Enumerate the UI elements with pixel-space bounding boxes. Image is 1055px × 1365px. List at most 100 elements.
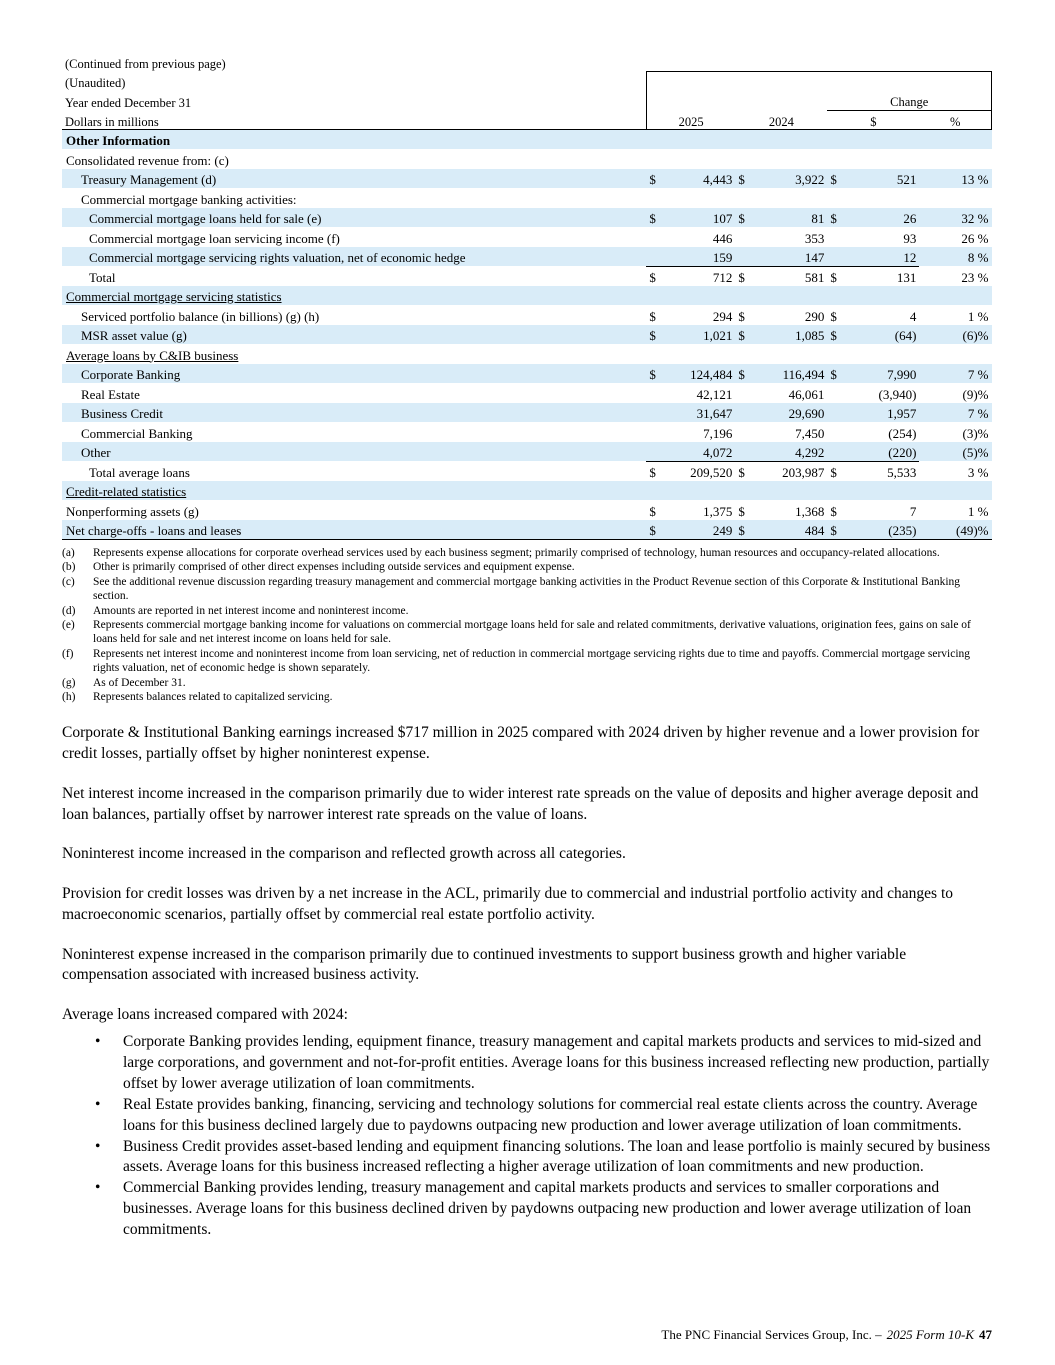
cell-s1: $ [646,460,672,481]
paragraph: Corporate & Institutional Banking earnin… [62,724,980,763]
cell-v2: 581 [763,265,828,286]
cell-v2 [763,286,827,306]
row-label-cell: Other [62,442,646,462]
cell-pct: (5)% [962,445,989,461]
cell-v2: 353 [804,230,825,246]
cell-s1: $ [646,265,672,286]
bullet-item: • Commercial Banking provides lending, tr… [62,1178,992,1241]
header-spacer [645,71,920,91]
paragraph: Average loans increased compared with 20… [62,1006,348,1024]
column-header-2024: 2024 [768,114,794,129]
cell-v2: 29,690 [788,406,825,422]
cell-v3: 93 [903,230,917,246]
table-row: Commercial mortgage loans held for sale … [62,207,992,227]
row-label: Credit-related statistics [66,484,187,500]
footnote-text: Amounts are reported in net interest inc… [93,604,409,617]
table-row: Total $712 $581 $131 23 % [62,265,992,286]
paragraph: Noninterest expense increased in the com… [62,945,907,984]
cell-v3 [855,481,919,501]
row-label: Average loans by C&IB business [66,347,239,363]
table-row: Total average loans $209,520 $203,987 $5,53… [62,460,992,481]
cell-v1: 209,520 [671,460,736,481]
cell-pct [919,481,991,501]
cell-v1 [671,129,736,149]
cell-s3: $ [830,367,837,383]
footnote-text: Represents commercial mortgage banking i… [93,619,971,646]
footnote-key: (c) [62,576,75,589]
footnote: (d) Amounts are reported in net interest … [62,605,992,619]
row-label: Commercial mortgage servicing rights val… [89,250,466,266]
cell-pct: (49)% [919,519,992,540]
cell-s1 [646,442,671,462]
cell-s2: $ [738,367,745,383]
cell-v1: 159 [712,249,733,265]
cell-s3: $ [827,265,856,286]
bullet-marker: • [95,1179,101,1197]
cell-s3 [827,442,855,462]
cell-s2 [735,286,763,306]
footnote-key: (b) [62,561,76,574]
row-label: Other Information [66,133,171,149]
row-label: Commercial mortgage loans held for sale … [89,211,322,227]
table-row: Credit-related statistics [62,480,992,501]
cell-v2 [763,188,827,208]
cell-pct: 7 % [967,367,989,383]
cell-v1: 712 [671,265,736,286]
cell-s2: $ [738,211,745,227]
cell-v2: 3,922 [795,172,825,188]
cell-v3: (64) [894,328,917,344]
table-row: Commercial mortgage servicing statistics [62,285,992,306]
footnote: (b) Other is primarily comprised of other… [62,561,992,575]
row-label-cell: Serviced portfolio balance (in billions)… [62,305,646,325]
financial-table: (Continued from previous page) (Unaudite… [62,55,993,540]
cell-s3 [827,481,855,501]
row-label: MSR asset value (g) [81,328,187,344]
table-row: Real Estate 42,121 46,061 (3,940) (9)% [62,383,992,403]
cell-v1: 4,072 [703,444,733,460]
cell-v1: 294 [712,308,733,324]
cell-s2 [735,188,763,208]
row-label-cell: Real Estate [62,383,646,403]
row-label-cell: Corporate Banking [62,364,646,384]
cell-pct: 8 % [967,250,989,266]
footnote-key: (f) [62,648,74,661]
cell-s1 [646,286,671,306]
cell-s1 [646,481,671,501]
cell-s3 [827,286,855,306]
paragraph: Provision for credit losses was driven b… [62,885,954,923]
table-body: Other Information Consolidated revenue fr… [62,129,992,540]
cell-s2 [735,344,763,364]
table-row: Other Information [62,129,992,149]
row-label-cell: Average loans by C&IB business [62,344,646,364]
row-label: Business Credit [81,406,163,422]
cell-v3: (254) [888,425,917,441]
cell-pct: (9)% [962,386,989,402]
row-label: Consolidated revenue from: (c) [66,152,229,168]
cell-pct [919,286,991,306]
table-row: Commercial mortgage servicing rights val… [62,246,992,266]
cell-v1 [671,344,735,364]
period-label: Year ended December 31 [65,95,192,110]
bullet-text: Commercial Banking provides lending, tre… [123,1179,972,1239]
cell-s1 [646,344,671,364]
cell-v1 [671,481,735,501]
table-row: Commercial mortgage banking activities: [62,188,992,208]
table-row: Serviced portfolio balance (in billions)… [62,305,992,325]
row-label-cell: Business Credit [62,403,646,423]
cell-v1: 124,484 [690,367,733,383]
cell-s2: $ [738,172,745,188]
cell-pct [919,188,991,208]
cell-v2: 7,450 [795,425,825,441]
cell-pct [919,129,992,149]
cell-v3: 12 [903,249,917,265]
row-label: Treasury Management (d) [81,172,217,188]
cell-s3: $ [830,211,837,227]
cell-v2: 4,292 [795,444,825,460]
cell-s1 [646,422,671,442]
cell-s2: $ [735,460,764,481]
cell-pct [919,149,991,169]
cell-s1 [646,129,672,149]
table-row: Corporate Banking $124,484 $116,494 $7,990 7… [62,363,992,384]
document-page: (Continued from previous page) (Unaudite… [62,55,993,1241]
footnote-text: As of December 31. [93,676,186,689]
